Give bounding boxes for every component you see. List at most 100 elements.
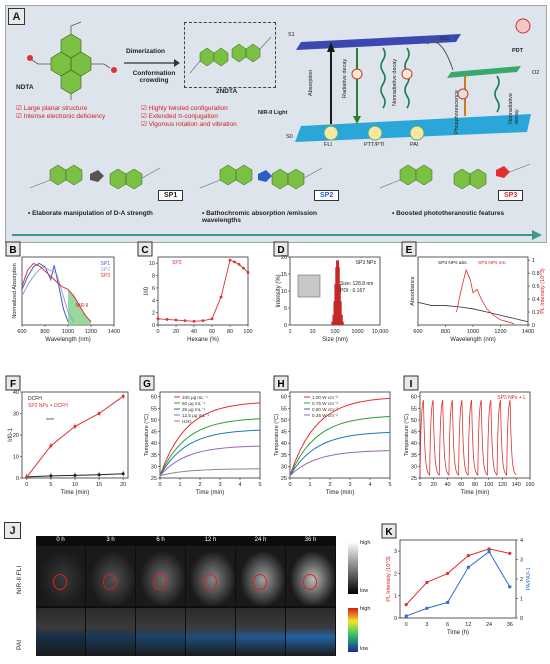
data-point [446,571,450,576]
x-tick-label: 20 [431,482,437,488]
y-tick-label: 30 [411,464,417,470]
o2-label: O2 [532,70,540,76]
y-tick-label: 0 [16,476,19,482]
panel-h-tag: H [273,375,289,391]
y-tick-label: 1 [394,594,397,600]
data-point [174,318,178,322]
pai-label: PAI [410,142,419,148]
y-tick-label: 3 [520,558,523,564]
y-tick-label: 60 [411,395,417,401]
panel-i-tag: I [403,375,419,391]
imaging-column: 24 h [236,536,285,656]
bullet-left-1: ☑ Large planar structure [16,105,88,112]
series-line [289,416,391,476]
legend-abs: SP3 NPs abs. [438,260,468,266]
y-tick-label: 4 [520,538,523,544]
isc-label: ISC [440,36,450,42]
y-axis-label: Temperature (°C) [144,414,150,456]
tumor-roi [303,574,317,590]
panel-j-tag: J [4,522,21,539]
y-tick-label: 60 [281,395,287,401]
pdt-label: PDT [512,48,523,54]
data-point [237,263,241,266]
x-tick-label: 0 [405,622,408,628]
y-tick-label: 10 [281,289,287,295]
panel-tag-box [403,375,419,391]
data-point [487,547,491,551]
y-tick-label: 35 [281,453,287,459]
y-axis-label: I/I0 [144,286,150,295]
bullet-mid-3: ☑ Vigorous rotation and vibration [141,121,237,128]
x-tick-label: 160 [525,482,534,488]
x-tick-label: 100 [330,329,339,335]
imaging-column: 36 h [286,536,335,656]
y-axis-label: Normalized Absorption [12,263,18,318]
panel-tag-text: C [141,245,148,256]
series-line-em [456,268,515,325]
panel-tag-text: G [143,379,151,390]
y-tick-label: 40 [281,441,287,447]
x-tick-label: 2 [328,482,331,488]
y-tick-label: 40 [13,390,19,396]
x-tick-label: 36 [507,622,513,628]
legend-item: 0.50 W cm⁻² [312,407,338,412]
y-axis-label: Absorbance [410,276,416,305]
y-tick-label: 0 [532,323,535,329]
legend-item: H2O [182,419,192,424]
nir-ii-area [68,289,91,325]
y-tick-label: 55 [151,406,157,412]
x-tick-label: 1200 [85,329,97,335]
pai-low: low [360,646,369,652]
y-tick-label: 40 [411,441,417,447]
dimerization-label: Dimerization [126,48,166,55]
pai-image [36,608,85,656]
y-tick-label: 2 [394,571,397,577]
ndta-label: NDTA [16,84,34,91]
x-tick-label: 5 [258,482,261,488]
data-point [156,317,160,321]
x-tick-label: 80 [472,482,478,488]
data-point [508,585,512,589]
data-point [219,295,223,299]
legend-em: SP3 NPs em. [478,260,507,266]
time-label: 3 h [106,537,115,543]
legend-sp3-nps: SP3 NPs [356,260,377,266]
legend-sp3: SP3 [172,260,182,266]
y-tick-label: 15 [281,272,287,278]
panel-tag-box [5,375,21,391]
panel-g-tag: G [139,375,155,391]
data-point [487,550,491,554]
y-tick-label: 20 [13,433,19,439]
dimerization-arrow [124,59,180,67]
panel-tag-text: I [410,379,413,390]
fli-label: FLI [324,142,332,148]
x-tick-label: 6 [446,622,449,628]
legend-f: DCFH [28,396,42,402]
data-point [183,319,187,323]
twondta-label: 2NDTA [216,88,238,95]
data-point [242,266,245,270]
x-tick-label: 40 [191,329,197,335]
panel-c-frame [157,256,249,326]
bottom-bullet-1: • Elaborate manipulation of D-A strength [28,210,153,217]
x-tick-label: 20 [173,329,179,335]
data-point [508,551,512,555]
series-line [159,429,261,476]
y-tick-label: 55 [411,406,417,412]
panel-j: J NIR-II FLI PAI 0 h 3 h 6 h 12 h 24 h 36 h h… [4,522,376,660]
y-tick-label: 50 [151,418,157,424]
data-point [404,603,408,607]
x-tick-label: 40 [444,482,450,488]
legend-item: 50 μg mL⁻¹ [182,401,206,406]
x-tick-label: 120 [498,482,507,488]
twondta-molecule [189,36,272,74]
panel-b-tag: B [5,241,21,257]
panel-tag-text: E [406,245,413,256]
x-tick-label: 3 [348,482,351,488]
x-tick-label: 1200 [494,329,506,335]
y-axis-label: Intensity (%) [276,274,282,307]
pai-image [86,608,135,656]
panel-f-frame [21,391,129,479]
panel-tag-text: F [10,379,16,390]
series-line [159,402,261,476]
